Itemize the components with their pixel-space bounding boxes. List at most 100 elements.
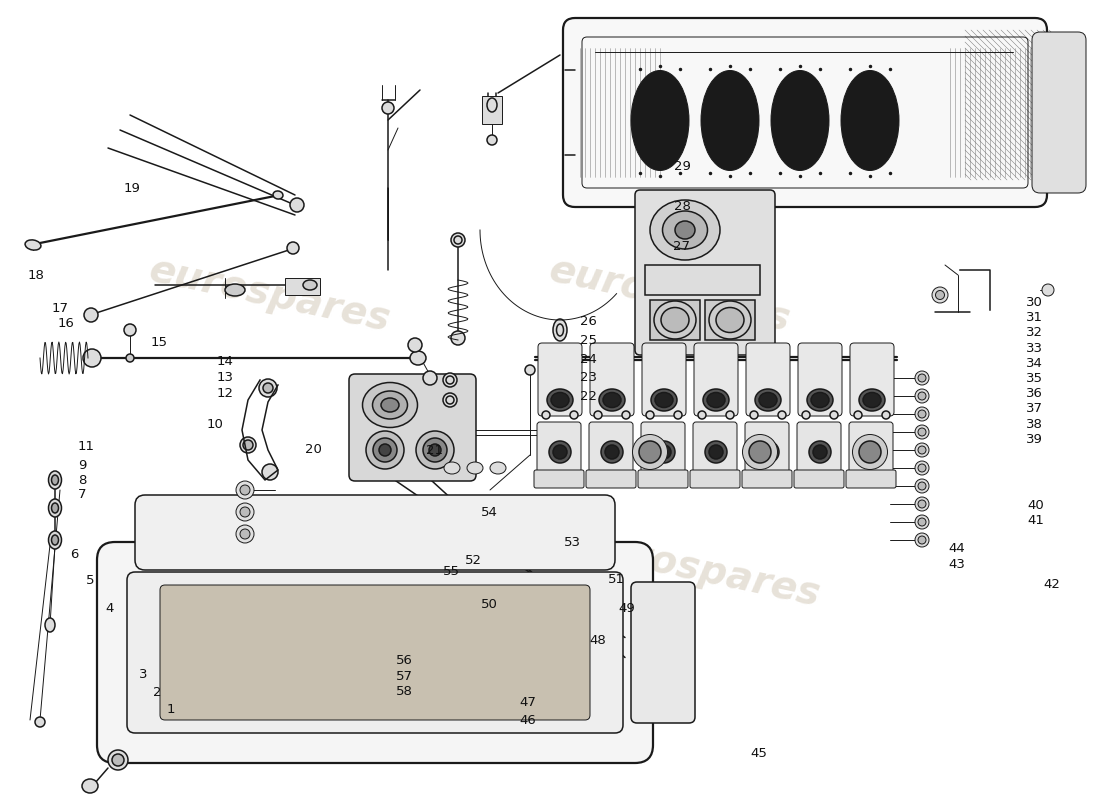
Ellipse shape (561, 649, 569, 657)
Ellipse shape (108, 750, 128, 770)
FancyBboxPatch shape (631, 582, 695, 723)
Ellipse shape (408, 338, 422, 352)
FancyBboxPatch shape (590, 343, 634, 416)
Text: 50: 50 (481, 598, 498, 610)
Text: 30: 30 (1025, 296, 1043, 309)
Ellipse shape (381, 649, 389, 657)
Text: 35: 35 (1025, 372, 1043, 385)
Text: 22: 22 (580, 390, 597, 402)
Ellipse shape (915, 371, 930, 385)
Ellipse shape (632, 434, 668, 470)
Ellipse shape (424, 438, 447, 462)
Text: 53: 53 (563, 536, 581, 549)
Text: 23: 23 (580, 371, 597, 384)
Ellipse shape (468, 462, 483, 474)
FancyBboxPatch shape (642, 343, 686, 416)
Ellipse shape (645, 475, 651, 482)
Ellipse shape (48, 471, 62, 489)
Ellipse shape (781, 475, 788, 482)
FancyBboxPatch shape (97, 542, 653, 763)
Ellipse shape (82, 349, 101, 367)
Ellipse shape (236, 525, 254, 543)
Ellipse shape (830, 411, 838, 419)
Text: 57: 57 (396, 670, 414, 682)
Text: 51: 51 (607, 573, 625, 586)
Ellipse shape (703, 389, 729, 411)
Ellipse shape (852, 475, 859, 482)
Ellipse shape (603, 393, 622, 407)
Text: 38: 38 (1025, 418, 1043, 430)
Ellipse shape (490, 462, 506, 474)
Ellipse shape (570, 411, 578, 419)
Ellipse shape (594, 411, 602, 419)
Ellipse shape (675, 221, 695, 239)
Ellipse shape (84, 308, 98, 322)
Ellipse shape (290, 198, 304, 212)
Ellipse shape (918, 410, 926, 418)
Ellipse shape (918, 428, 926, 436)
Ellipse shape (379, 444, 390, 456)
Text: 3: 3 (139, 668, 147, 681)
Text: 13: 13 (217, 371, 234, 384)
Ellipse shape (226, 284, 245, 296)
Text: 44: 44 (948, 542, 966, 555)
Ellipse shape (48, 531, 62, 549)
Text: eurospares: eurospares (576, 526, 824, 614)
Ellipse shape (698, 411, 706, 419)
Ellipse shape (750, 411, 758, 419)
FancyBboxPatch shape (349, 374, 476, 481)
Ellipse shape (263, 383, 273, 393)
FancyBboxPatch shape (126, 572, 623, 733)
Ellipse shape (864, 393, 881, 407)
Ellipse shape (935, 290, 945, 299)
Ellipse shape (553, 445, 566, 459)
Ellipse shape (650, 200, 721, 260)
Ellipse shape (701, 70, 759, 170)
Ellipse shape (593, 475, 600, 482)
Text: 46: 46 (519, 714, 537, 726)
Ellipse shape (932, 287, 948, 303)
Ellipse shape (728, 475, 736, 482)
Ellipse shape (287, 242, 299, 254)
Ellipse shape (35, 717, 45, 727)
Ellipse shape (705, 441, 727, 463)
Ellipse shape (236, 503, 254, 521)
Ellipse shape (918, 536, 926, 544)
Ellipse shape (915, 461, 930, 475)
Ellipse shape (240, 507, 250, 517)
Text: 25: 25 (580, 334, 597, 346)
Ellipse shape (273, 191, 283, 199)
Ellipse shape (542, 411, 550, 419)
Text: 10: 10 (206, 418, 223, 430)
FancyBboxPatch shape (849, 422, 893, 483)
Ellipse shape (451, 233, 465, 247)
Ellipse shape (262, 464, 278, 480)
Ellipse shape (918, 500, 926, 508)
Ellipse shape (801, 475, 807, 482)
Ellipse shape (540, 475, 548, 482)
Ellipse shape (761, 445, 776, 459)
FancyBboxPatch shape (846, 470, 896, 488)
Ellipse shape (915, 515, 930, 529)
Ellipse shape (366, 431, 404, 469)
Ellipse shape (368, 637, 402, 669)
Ellipse shape (915, 497, 930, 511)
Text: 39: 39 (1025, 433, 1043, 446)
Ellipse shape (861, 441, 883, 463)
Text: 14: 14 (217, 355, 234, 368)
Ellipse shape (240, 485, 250, 495)
Ellipse shape (443, 393, 456, 407)
Text: 34: 34 (1025, 357, 1043, 370)
Text: 52: 52 (464, 554, 482, 566)
FancyBboxPatch shape (794, 470, 844, 488)
Ellipse shape (429, 444, 441, 456)
Text: 1: 1 (166, 703, 175, 716)
Ellipse shape (424, 371, 437, 385)
Ellipse shape (802, 411, 810, 419)
FancyBboxPatch shape (850, 343, 894, 416)
Text: 7: 7 (78, 488, 87, 501)
Ellipse shape (410, 351, 426, 365)
FancyBboxPatch shape (641, 422, 685, 483)
Ellipse shape (859, 389, 886, 411)
Text: 21: 21 (426, 444, 443, 457)
